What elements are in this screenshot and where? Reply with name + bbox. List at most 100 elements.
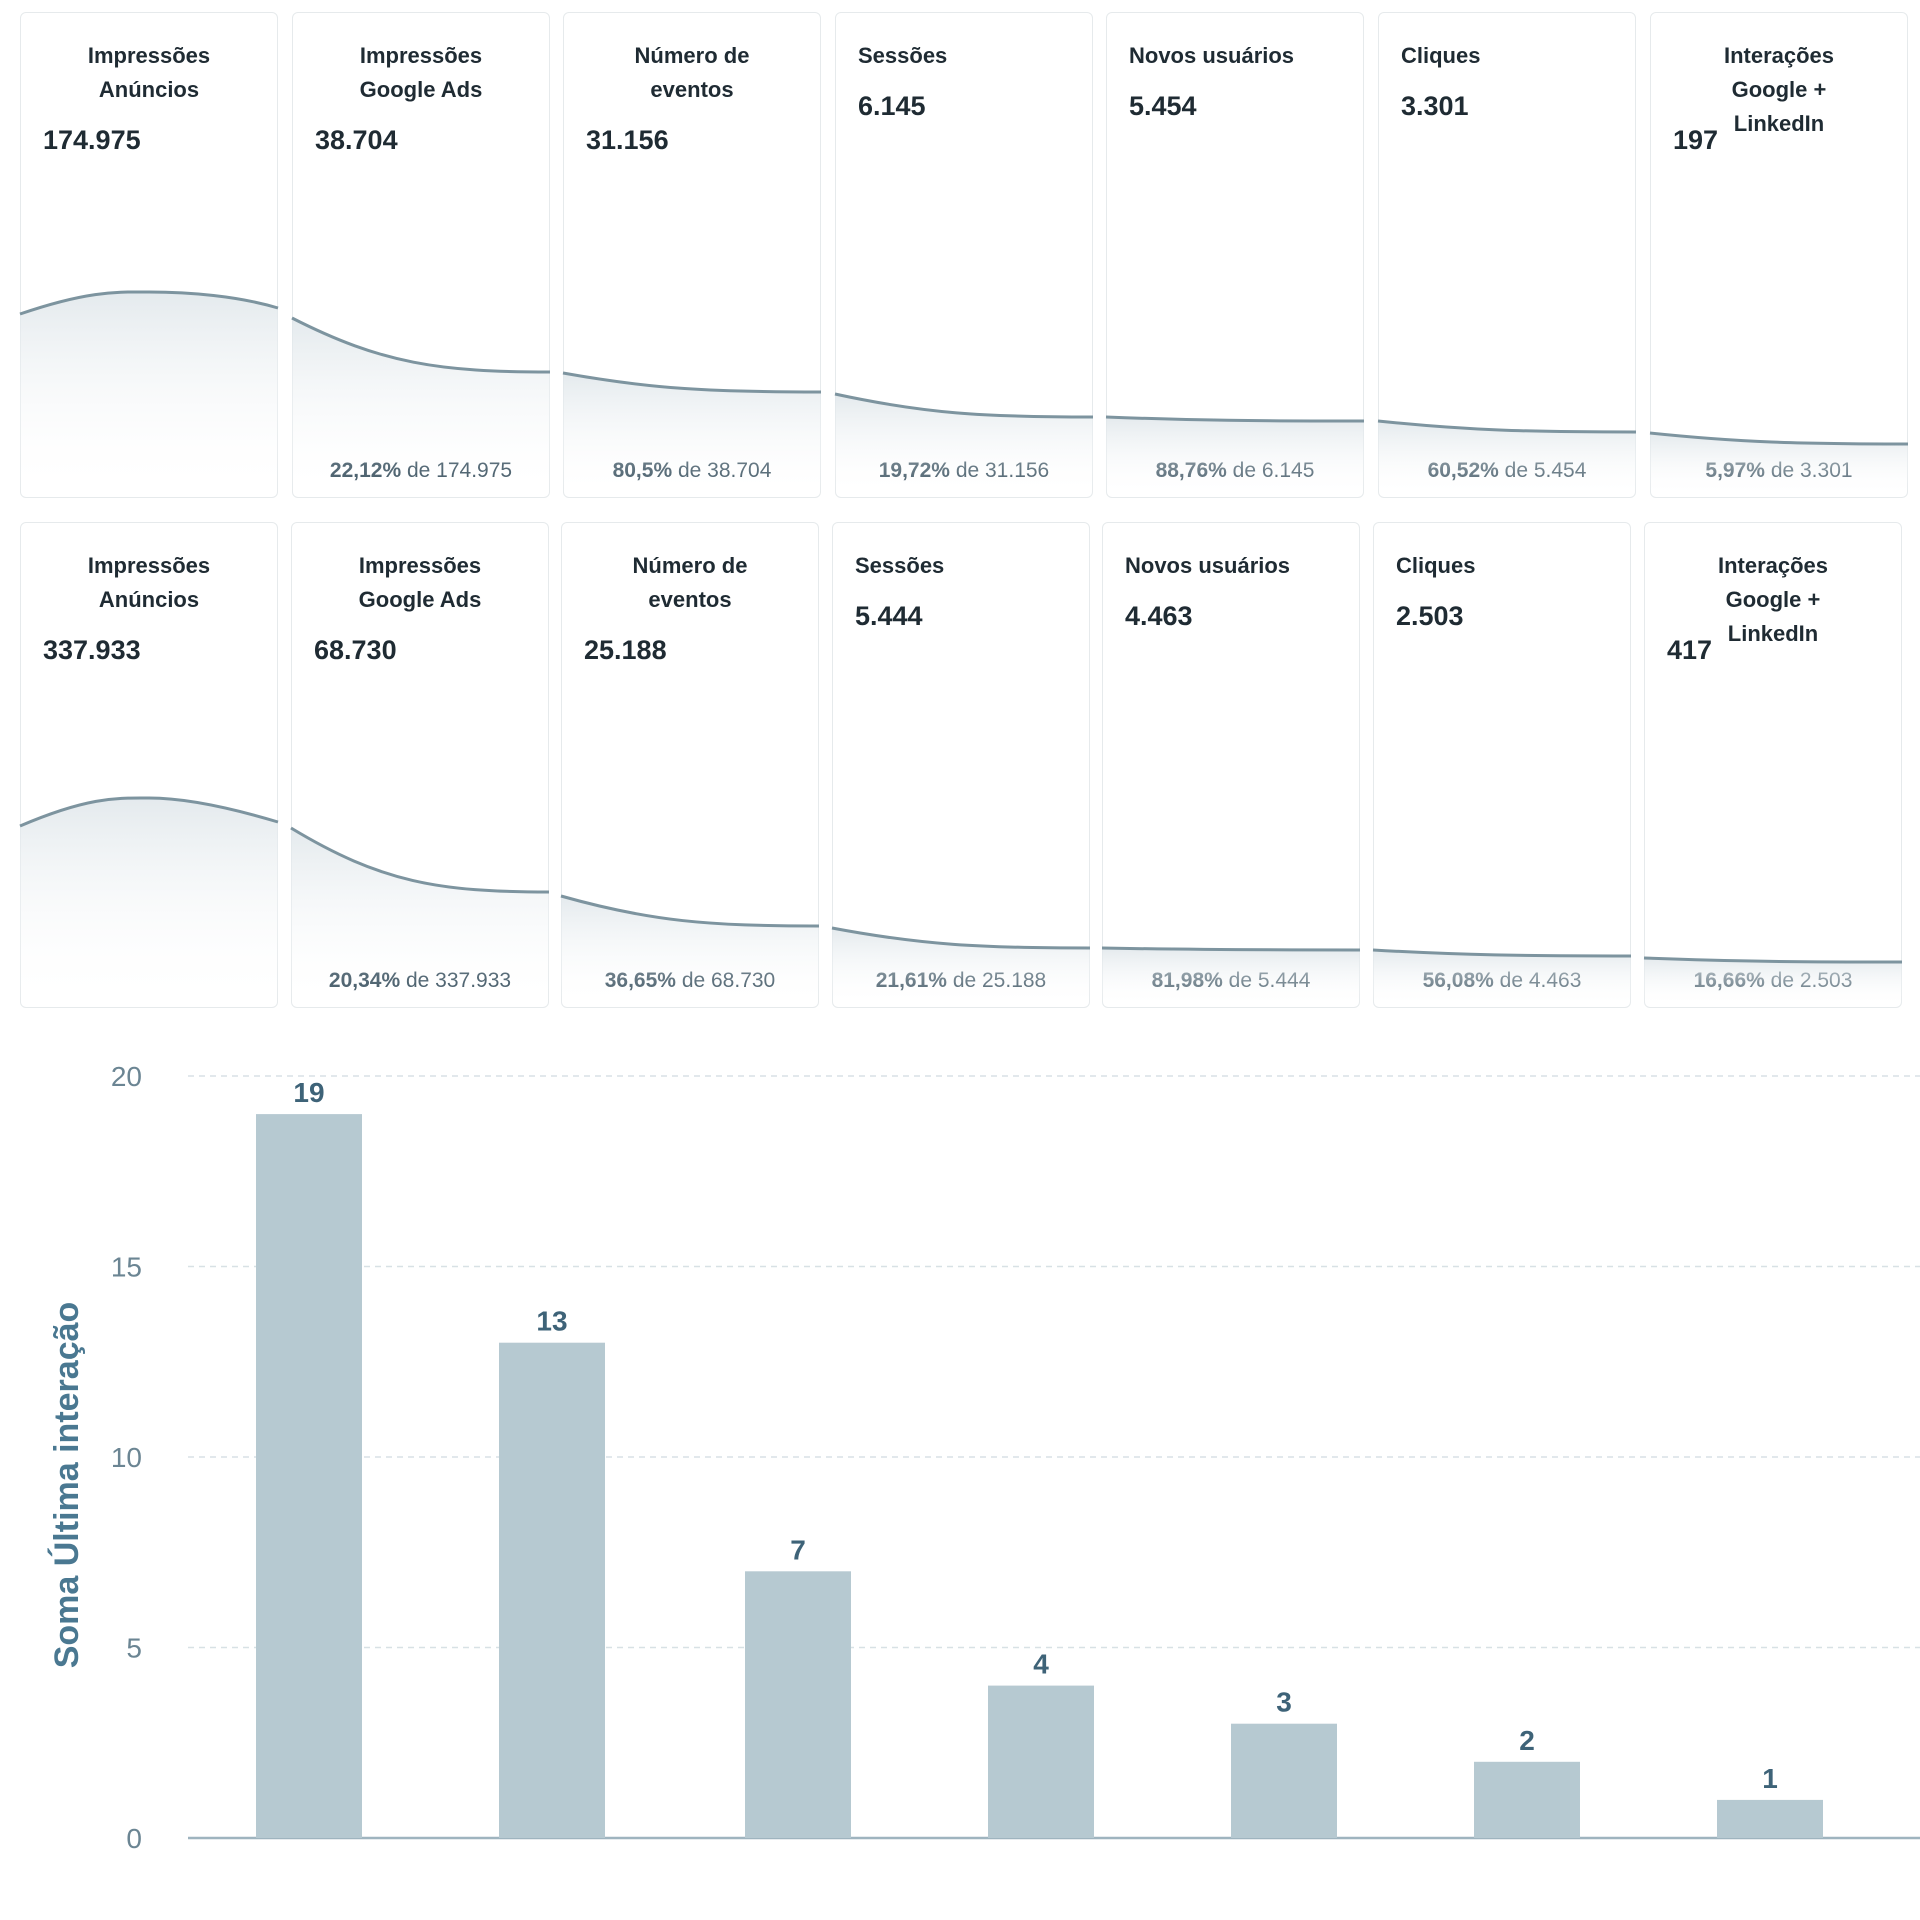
stage-conversion: 5,97% de 3.301 xyxy=(1651,459,1907,483)
stage-conversion: 56,08% de 4.463 xyxy=(1374,969,1630,993)
stage-label: Impressões Google Ads xyxy=(358,553,482,612)
bar[interactable] xyxy=(745,1571,851,1838)
stage-conversion: 21,61% de 25.188 xyxy=(833,969,1089,993)
funnel-stage-card: Cliques 3.301 60,52% de 5.454 xyxy=(1378,12,1636,498)
conversion-percent: 16,66% xyxy=(1693,969,1765,992)
funnel-stage-card: Sessões 6.145 19,72% de 31.156 xyxy=(835,12,1093,498)
conversion-base: de 3.301 xyxy=(1770,459,1853,482)
funnel-stage-card: Interações Google + LinkedIn 417 16,66% de… xyxy=(1644,522,1902,1008)
conversion-base: de 337.933 xyxy=(405,969,512,992)
stage-label: Cliques xyxy=(1396,553,1476,578)
conversion-percent: 5,97% xyxy=(1705,459,1765,482)
stage-label: Interações Google + LinkedIn xyxy=(1717,553,1829,646)
y-tick-label: 20 xyxy=(111,1061,142,1092)
stage-label: Impressões Google Ads xyxy=(359,43,483,102)
stage-value: 68.730 xyxy=(314,635,397,665)
stage-value: 2.503 xyxy=(1396,601,1464,631)
stage-value: 5.454 xyxy=(1129,91,1197,121)
funnel-panel-2: Impressões Anúncios 337.933 Impressões Goo… xyxy=(0,522,1920,1012)
conversion-base: de 4.463 xyxy=(1499,969,1582,992)
stage-conversion: 80,5% de 38.704 xyxy=(564,459,820,483)
stage-label: Número de eventos xyxy=(634,43,750,102)
conversion-percent: 22,12% xyxy=(329,459,402,482)
stage-conversion: 88,76% de 6.145 xyxy=(1107,459,1363,483)
bar[interactable] xyxy=(1231,1723,1337,1838)
conversion-percent: 56,08% xyxy=(1422,969,1494,992)
stage-value: 38.704 xyxy=(315,125,398,155)
stage-conversion: 81,98% de 5.444 xyxy=(1103,969,1359,993)
bar-value-label: 13 xyxy=(536,1306,567,1337)
stage-label: Novos usuários xyxy=(1129,43,1295,68)
funnel-stage-card: Interações Google + LinkedIn 197 5,97% de … xyxy=(1650,12,1908,498)
funnel-stage-card: Cliques 2.503 56,08% de 4.463 xyxy=(1373,522,1631,1008)
bar[interactable] xyxy=(988,1685,1094,1838)
funnel-stage-card: Novos usuários 5.454 88,76% de 6.145 xyxy=(1106,12,1364,498)
stage-label: Número de eventos xyxy=(632,553,748,612)
stage-value: 197 xyxy=(1673,125,1719,155)
conversion-percent: 19,72% xyxy=(878,459,950,482)
funnel-stage-card: Número de eventos 31.156 80,5% de 38.704 xyxy=(563,12,821,498)
conversion-base: de 6.145 xyxy=(1232,459,1315,482)
conversion-base: de 5.444 xyxy=(1228,969,1311,992)
stage-label: Sessões xyxy=(858,43,948,68)
conversion-base: de 2.503 xyxy=(1770,969,1853,992)
y-tick-label: 15 xyxy=(111,1252,142,1283)
stage-value: 174.975 xyxy=(43,125,141,155)
funnel-panel-1: Impressões Anúncios 174.975 Impressões Goo… xyxy=(0,12,1920,502)
bar-value-label: 3 xyxy=(1276,1687,1292,1718)
stage-label: Cliques xyxy=(1401,43,1481,68)
conversion-base: de 38.704 xyxy=(677,459,772,482)
conversion-percent: 88,76% xyxy=(1155,459,1227,482)
stage-label: Impressões Anúncios xyxy=(87,43,211,102)
bar[interactable] xyxy=(499,1342,605,1838)
stage-label: Impressões Anúncios xyxy=(87,553,211,612)
bar[interactable] xyxy=(256,1114,362,1838)
y-tick-label: 0 xyxy=(126,1823,142,1854)
conversion-base: de 174.975 xyxy=(406,459,513,482)
stage-value: 31.156 xyxy=(586,125,669,155)
stage-label: Sessões xyxy=(855,553,945,578)
funnel-stage-card: Impressões Anúncios 337.933 xyxy=(20,522,278,1008)
funnel-stage-card: Impressões Anúncios 174.975 xyxy=(20,12,278,498)
bar-value-label: 1 xyxy=(1762,1763,1778,1794)
conversion-base: de 5.454 xyxy=(1504,459,1587,482)
funnel-stage-card: Impressões Google Ads 68.730 20,34% de 337… xyxy=(291,522,549,1008)
funnel-stage-card: Número de eventos 25.188 36,65% de 68.730 xyxy=(561,522,819,1008)
conversion-base: de 31.156 xyxy=(955,459,1050,482)
conversion-percent: 20,34% xyxy=(328,969,401,992)
stage-value: 5.444 xyxy=(855,601,923,631)
stage-label: Interações Google + LinkedIn xyxy=(1723,43,1835,136)
bar-value-label: 2 xyxy=(1519,1725,1535,1756)
stage-label: Novos usuários xyxy=(1125,553,1291,578)
y-tick-label: 5 xyxy=(126,1633,142,1664)
stage-value: 337.933 xyxy=(43,635,141,665)
bar-value-label: 7 xyxy=(790,1534,806,1565)
conversion-percent: 81,98% xyxy=(1151,969,1223,992)
stage-value: 25.188 xyxy=(584,635,667,665)
bar-value-label: 19 xyxy=(293,1077,324,1108)
stage-value: 4.463 xyxy=(1125,601,1193,631)
conversion-percent: 21,61% xyxy=(875,969,947,992)
y-axis-label: Soma Última interação xyxy=(48,1302,86,1669)
conversion-base: de 25.188 xyxy=(952,969,1047,992)
funnel-stage-card: Novos usuários 4.463 81,98% de 5.444 xyxy=(1102,522,1360,1008)
conversion-percent: 80,5% xyxy=(612,459,673,482)
stage-conversion: 16,66% de 2.503 xyxy=(1645,969,1901,993)
stage-conversion: 60,52% de 5.454 xyxy=(1379,459,1635,483)
conversion-percent: 36,65% xyxy=(604,969,676,992)
bar[interactable] xyxy=(1717,1799,1823,1838)
bar-chart: 0 5 10 15 20 Soma Última interação 19 13 7 4 3 2 1 xyxy=(48,1061,1920,1854)
stage-conversion: 20,34% de 337.933 xyxy=(292,969,548,993)
stage-conversion: 19,72% de 31.156 xyxy=(836,459,1092,483)
conversion-base: de 68.730 xyxy=(681,969,776,992)
funnel-stage-card: Impressões Google Ads 38.704 22,12% de 174… xyxy=(292,12,550,498)
y-tick-label: 10 xyxy=(111,1442,142,1473)
stage-value: 6.145 xyxy=(858,91,926,121)
bar-value-label: 4 xyxy=(1033,1649,1049,1680)
funnel-stage-card: Sessões 5.444 21,61% de 25.188 xyxy=(832,522,1090,1008)
stage-conversion: 22,12% de 174.975 xyxy=(293,459,549,483)
stage-value: 3.301 xyxy=(1401,91,1469,121)
stage-conversion: 36,65% de 68.730 xyxy=(562,969,818,993)
stage-value: 417 xyxy=(1667,635,1713,665)
bar[interactable] xyxy=(1474,1761,1580,1838)
